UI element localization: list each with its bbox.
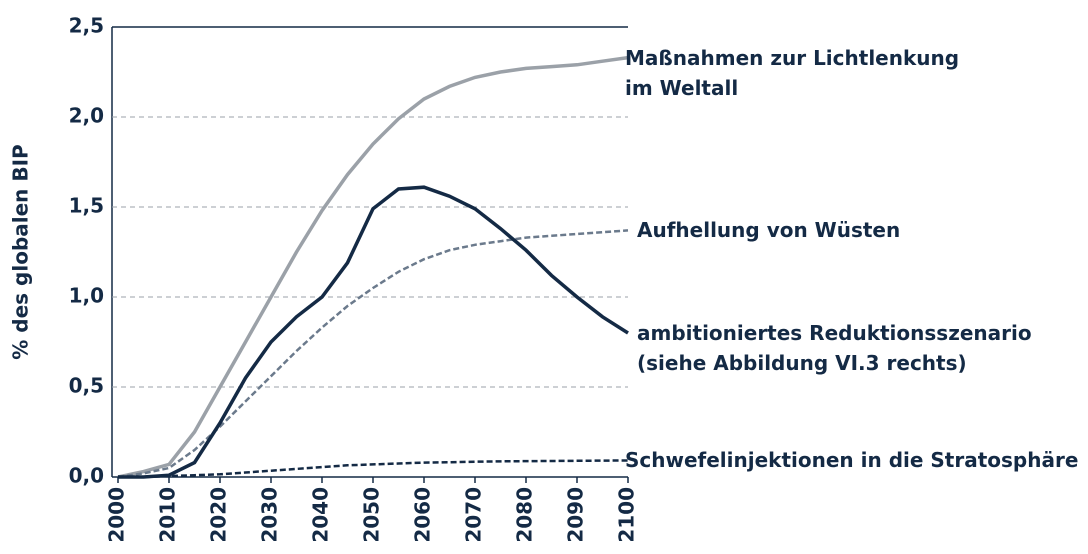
x-tick-label: 2090: [564, 487, 588, 543]
y-tick-label: 0,5: [69, 374, 104, 398]
legend-label: ambitioniertes Reduktionsszenario (siehe…: [637, 321, 1032, 375]
legend-label: Aufhellung von Wüsten: [637, 218, 901, 243]
x-tick-label: 2020: [207, 487, 231, 543]
y-tick-label: 2,0: [69, 104, 104, 128]
x-tick-label: 2010: [156, 487, 180, 543]
line: [118, 459, 629, 479]
y-tick-label: 0,0: [69, 464, 104, 488]
x-tick-label: 2050: [360, 487, 384, 543]
x-tick-label: 2080: [513, 487, 537, 543]
line: [117, 55, 629, 479]
x-tick-label: 2030: [258, 487, 282, 543]
x-tick-label: 2040: [309, 487, 333, 543]
legend-label: Maßnahmen zur Lichtlenkung im Weltall: [625, 45, 960, 100]
line: [117, 229, 629, 479]
x-tick-label: 2100: [615, 487, 639, 543]
legend-label: Schwefelinjektionen in die Stratosphäre: [625, 448, 1079, 473]
x-tick-label: 2000: [105, 487, 129, 543]
line: [118, 185, 629, 479]
y-axis-label: % des globalen BIP: [9, 144, 33, 359]
x-tick-label: 2070: [462, 487, 486, 543]
y-tick-label: 2,5: [69, 14, 104, 38]
y-tick-label: 1,5: [69, 194, 104, 218]
y-tick-label: 1,0: [69, 284, 104, 308]
x-tick-label: 2060: [411, 487, 435, 543]
